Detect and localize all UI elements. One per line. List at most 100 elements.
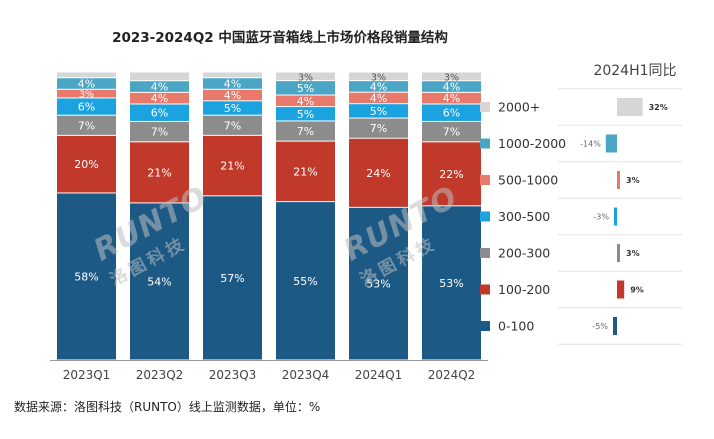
data-label: 21% <box>293 165 317 178</box>
yoy-value-label: -14% <box>580 140 601 149</box>
source-note: 数据来源：洛图科技（RUNTO）线上监测数据，单位：% <box>14 400 321 414</box>
data-label: 4% <box>370 92 387 105</box>
data-label: 53% <box>439 277 463 290</box>
data-label: 21% <box>220 160 244 173</box>
bar-segment-200-300-2023Q4 <box>276 121 335 141</box>
bar-segment-500-1000-2024Q1 <box>349 92 408 104</box>
bar-segment-300-500-2023Q2 <box>130 104 189 121</box>
bar-segment-500-1000-2023Q4 <box>276 95 335 107</box>
bar-segment-100-200-2023Q3 <box>203 135 262 196</box>
data-label: 4% <box>224 78 241 91</box>
bar-segment-1000-2000-2023Q1 <box>57 78 116 89</box>
bar-segment-300-500-2023Q4 <box>276 107 335 121</box>
yoy-bar-300-500 <box>614 207 617 226</box>
yoy-value-label: -3% <box>593 213 609 222</box>
data-label: 4% <box>151 92 168 105</box>
bar-segment-1000-2000-2023Q4 <box>276 81 335 95</box>
bar-segment-200-300-2024Q2 <box>422 121 481 142</box>
data-label: 3% <box>444 72 459 83</box>
data-label: 21% <box>147 166 171 179</box>
data-label: 53% <box>366 278 390 291</box>
data-label: 5% <box>224 102 241 115</box>
bar-segment-100-200-2024Q2 <box>422 142 481 206</box>
legend-label: 1000-2000 <box>498 136 566 151</box>
bar-segment-1000-2000-2024Q1 <box>349 81 408 92</box>
data-label: 55% <box>293 275 317 288</box>
data-label: 3% <box>298 72 313 83</box>
bar-segment-300-500-2024Q1 <box>349 104 408 118</box>
data-label: 4% <box>297 95 314 108</box>
bar-segment-0-100-2023Q3 <box>203 196 262 360</box>
bar-segment-500-1000-2024Q2 <box>422 92 481 104</box>
legend-swatch-200-300 <box>480 248 490 258</box>
yoy-bar-0-100 <box>613 317 617 335</box>
bar-segment-2000+-2023Q3 <box>203 72 262 78</box>
bar-segment-2000+-2024Q2 <box>422 72 481 81</box>
x-tick-label: 2023Q2 <box>136 368 184 382</box>
data-label: 58% <box>74 270 98 283</box>
data-label: 22% <box>439 168 463 181</box>
bar-segment-200-300-2023Q1 <box>57 115 116 135</box>
yoy-title: 2024H1同比 <box>593 63 677 79</box>
legend-swatch-2000+ <box>480 102 490 112</box>
data-label: 5% <box>297 108 314 121</box>
bar-segment-0-100-2024Q1 <box>349 207 408 360</box>
data-label: 5% <box>370 105 387 118</box>
x-tick-label: 2023Q3 <box>209 368 257 382</box>
data-label: 7% <box>78 119 95 132</box>
legend-swatch-500-1000 <box>480 175 490 185</box>
x-tick-label: 2023Q1 <box>63 368 111 382</box>
bar-segment-200-300-2023Q3 <box>203 115 262 135</box>
yoy-value-label: -5% <box>592 322 608 331</box>
bar-segment-200-300-2024Q1 <box>349 118 408 138</box>
data-label: 20% <box>74 158 98 171</box>
data-label: 7% <box>297 125 314 138</box>
data-label: 4% <box>224 89 241 102</box>
data-label: 4% <box>151 81 168 94</box>
bar-segment-100-200-2023Q1 <box>57 135 116 193</box>
bar-segment-100-200-2023Q2 <box>130 142 189 203</box>
bar-segment-300-500-2024Q2 <box>422 104 481 121</box>
data-label: 4% <box>443 92 460 105</box>
x-tick-label: 2024Q2 <box>428 368 476 382</box>
bar-segment-2000+-2023Q4 <box>276 72 335 81</box>
data-label: 7% <box>151 126 168 139</box>
yoy-bar-100-200 <box>617 280 625 299</box>
data-label: 7% <box>224 119 241 132</box>
chart-title: 2023-2024Q2 中国蓝牙音箱线上市场价格段销量结构 <box>112 30 448 46</box>
bar-segment-500-1000-2023Q1 <box>57 89 116 98</box>
bar-segment-500-1000-2023Q2 <box>130 92 189 104</box>
bar-segment-200-300-2023Q2 <box>130 121 189 142</box>
yoy-value-label: 32% <box>649 103 668 112</box>
bar-segment-100-200-2024Q1 <box>349 138 408 207</box>
data-label: 57% <box>220 272 244 285</box>
data-label: 3% <box>79 90 94 101</box>
bar-segment-0-100-2024Q2 <box>422 206 481 360</box>
x-tick-label: 2023Q4 <box>282 368 330 382</box>
yoy-bar-200-300 <box>617 244 620 262</box>
data-label: 4% <box>370 80 387 93</box>
legend-swatch-0-100 <box>480 321 490 331</box>
legend-label: 100-200 <box>498 282 550 297</box>
bar-segment-300-500-2023Q3 <box>203 101 262 115</box>
data-label: 24% <box>366 167 390 180</box>
data-label: 4% <box>78 78 95 91</box>
bar-segment-100-200-2023Q4 <box>276 141 335 202</box>
legend-label: 500-1000 <box>498 173 558 188</box>
data-label: 7% <box>443 126 460 139</box>
yoy-bar-2000+ <box>617 98 643 116</box>
legend-swatch-300-500 <box>480 211 490 222</box>
legend-label: 2000+ <box>498 100 540 115</box>
x-tick-label: 2024Q1 <box>355 368 403 382</box>
yoy-value-label: 3% <box>626 176 640 185</box>
data-label: 4% <box>443 81 460 94</box>
legend-swatch-100-200 <box>480 284 490 295</box>
legend-label: 200-300 <box>498 246 550 261</box>
yoy-value-label: 3% <box>626 249 640 258</box>
bar-segment-1000-2000-2023Q2 <box>130 81 189 92</box>
data-label: 3% <box>371 72 386 83</box>
bar-segment-0-100-2023Q2 <box>130 203 189 360</box>
bar-segment-1000-2000-2023Q3 <box>203 78 262 89</box>
bar-segment-300-500-2023Q1 <box>57 98 116 115</box>
